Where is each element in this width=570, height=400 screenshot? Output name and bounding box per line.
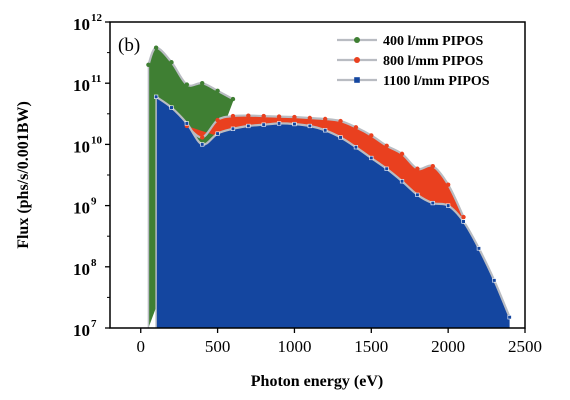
point-1100-l-mm-pipos-15 — [384, 166, 389, 171]
legend-label-800-l-mm-pipos: 800 l/mm PIPOS — [383, 54, 484, 69]
point-1100-l-mm-pipos-10 — [307, 123, 312, 129]
y-tick-label-5: 10 — [73, 15, 90, 34]
panel-label: (b) — [118, 35, 140, 56]
point-800-l-mm-pipos-6 — [276, 114, 282, 119]
point-1100-l-mm-pipos-21 — [476, 246, 481, 251]
point-400-l-mm-pipos-2 — [169, 60, 174, 65]
area-1100-l-mm-pipos — [156, 96, 510, 328]
point-800-l-mm-pipos-12 — [369, 133, 374, 138]
y-tick-exponent-1: 8 — [91, 257, 97, 269]
y-tick-label-1: 10 — [73, 260, 90, 279]
point-400-l-mm-pipos-0 — [146, 62, 151, 67]
y-tick-label-3: 10 — [73, 137, 90, 156]
point-1100-l-mm-pipos-18 — [430, 200, 435, 206]
y-axis-label: Flux (phs/s/0.001BW) — [15, 101, 32, 249]
legend: 400 l/mm PIPOS 800 l/mm PIPOS 1100 l/mm PI… — [337, 34, 490, 89]
point-400-l-mm-pipos-3 — [184, 82, 190, 87]
point-1100-l-mm-pipos-14 — [369, 155, 374, 161]
legend-label-400-l-mm-pipos: 400 l/mm PIPOS — [383, 34, 484, 49]
point-1100-l-mm-pipos-3 — [200, 142, 205, 147]
marker-layer — [146, 45, 512, 320]
point-800-l-mm-pipos-17 — [445, 182, 451, 187]
point-800-l-mm-pipos-14 — [399, 151, 405, 157]
point-800-l-mm-pipos-11 — [353, 125, 359, 130]
point-800-l-mm-pipos-3 — [230, 113, 236, 119]
point-1100-l-mm-pipos-20 — [461, 219, 466, 224]
point-400-l-mm-pipos-4 — [200, 81, 205, 86]
point-800-l-mm-pipos-8 — [307, 115, 313, 121]
x-axis-label: Photon energy (eV) — [251, 373, 383, 390]
y-tick-label-0: 10 — [73, 321, 90, 340]
legend-marker-1100-l-mm-pipos — [354, 77, 360, 83]
point-1100-l-mm-pipos-16 — [399, 179, 405, 184]
y-tick-exponent-4: 11 — [91, 73, 101, 85]
x-tick-label-3: 1500 — [354, 337, 388, 356]
point-400-l-mm-pipos-6 — [230, 96, 236, 102]
point-1100-l-mm-pipos-2 — [184, 121, 189, 126]
point-1100-l-mm-pipos-12 — [338, 135, 343, 140]
x-tick-label-5: 2500 — [508, 337, 542, 356]
x-tick-label-1: 500 — [205, 337, 231, 356]
x-tick-label-4: 2000 — [431, 337, 465, 356]
point-800-l-mm-pipos-15 — [415, 166, 420, 171]
point-800-l-mm-pipos-13 — [384, 143, 389, 148]
point-800-l-mm-pipos-16 — [430, 164, 435, 169]
x-tick-label-2: 1000 — [277, 337, 311, 356]
point-1100-l-mm-pipos-8 — [276, 121, 282, 126]
y-tick-exponent-3: 10 — [91, 134, 103, 146]
point-800-l-mm-pipos-9 — [322, 116, 328, 122]
point-400-l-mm-pipos-5 — [215, 88, 220, 94]
point-1100-l-mm-pipos-17 — [415, 192, 420, 197]
y-tick-label-2: 10 — [73, 199, 90, 218]
point-1100-l-mm-pipos-11 — [323, 128, 328, 133]
point-1100-l-mm-pipos-9 — [292, 121, 297, 127]
point-800-l-mm-pipos-1 — [200, 135, 205, 140]
point-1100-l-mm-pipos-13 — [353, 145, 359, 150]
y-tick-label-4: 10 — [73, 76, 90, 95]
y-tick-exponent-2: 9 — [91, 196, 97, 208]
point-1100-l-mm-pipos-5 — [230, 126, 236, 131]
point-800-l-mm-pipos-7 — [292, 114, 297, 120]
legend-marker-800-l-mm-pipos — [354, 57, 360, 63]
x-axis: 0 500 1000 1500 2000 2500 — [136, 328, 542, 356]
y-tick-exponent-5: 12 — [91, 12, 103, 24]
point-1100-l-mm-pipos-23 — [507, 315, 512, 320]
point-1100-l-mm-pipos-19 — [446, 203, 451, 208]
point-800-l-mm-pipos-18 — [461, 214, 466, 220]
point-1100-l-mm-pipos-22 — [492, 278, 497, 283]
point-1100-l-mm-pipos-4 — [215, 131, 220, 136]
point-800-l-mm-pipos-4 — [246, 113, 251, 118]
legend-marker-400-l-mm-pipos — [354, 37, 360, 43]
point-1100-l-mm-pipos-7 — [261, 122, 266, 127]
area-layer — [147, 46, 511, 328]
x-tick-label-0: 0 — [136, 337, 145, 356]
point-1100-l-mm-pipos-1 — [169, 105, 174, 110]
point-800-l-mm-pipos-5 — [261, 113, 266, 119]
point-800-l-mm-pipos-10 — [338, 118, 343, 124]
y-tick-exponent-0: 7 — [91, 318, 97, 330]
point-1100-l-mm-pipos-0 — [154, 94, 159, 99]
point-800-l-mm-pipos-2 — [215, 117, 220, 123]
point-1100-l-mm-pipos-6 — [246, 123, 251, 129]
legend-label-1100-l-mm-pipos: 1100 l/mm PIPOS — [383, 74, 490, 89]
point-400-l-mm-pipos-1 — [153, 45, 159, 50]
